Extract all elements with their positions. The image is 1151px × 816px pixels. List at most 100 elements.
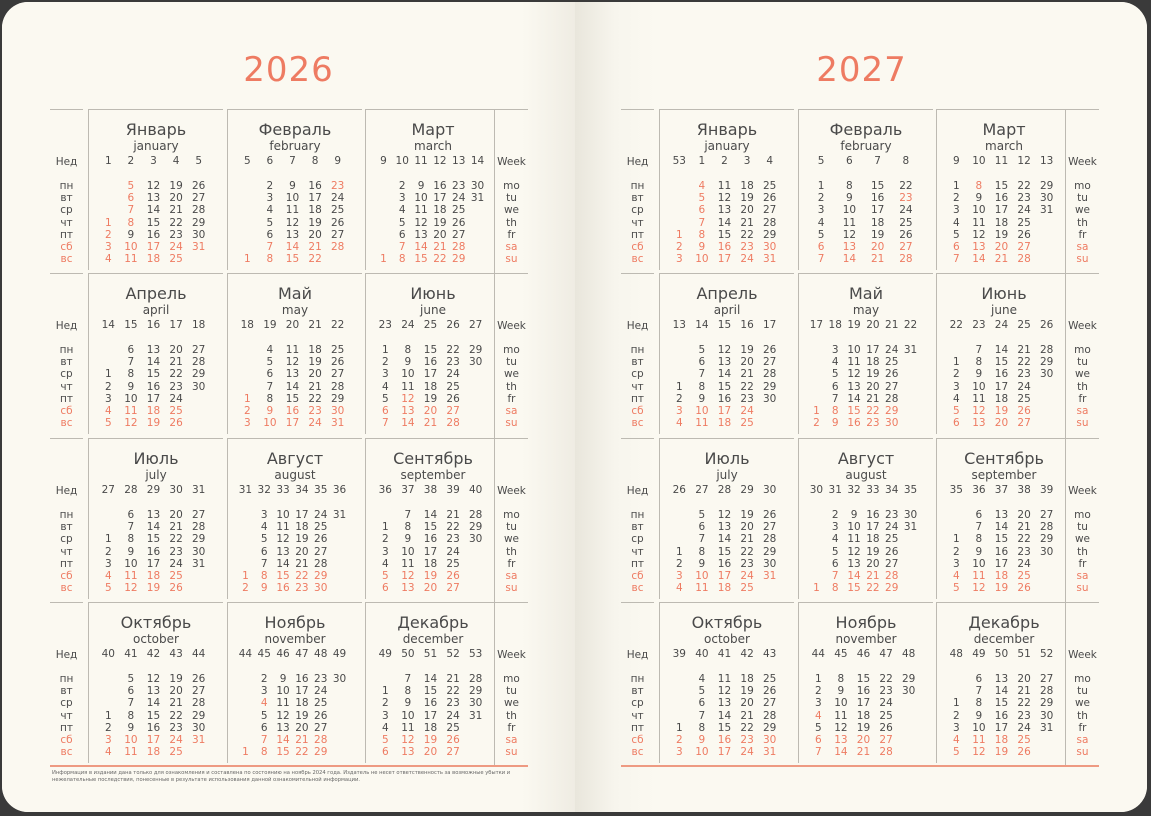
day-cell: 11 bbox=[414, 204, 428, 217]
week-number: 53 bbox=[672, 155, 686, 167]
day-cell: 24 bbox=[169, 241, 183, 253]
day-row: 4 11 18 25 bbox=[236, 697, 349, 709]
empty-cell bbox=[901, 558, 920, 570]
day-cell: 28 bbox=[330, 380, 345, 393]
week-number: 14 bbox=[695, 319, 709, 331]
day-cell: 10 bbox=[847, 521, 861, 534]
day-cell: 21 bbox=[740, 368, 754, 381]
day-row: 4 11 18 25 bbox=[945, 734, 1058, 746]
weekday-labels-en: Week mo tu we th fr sa su bbox=[494, 109, 528, 274]
day-row: 3 10 17 24 bbox=[945, 381, 1058, 393]
day-row: 2 9 16 23 30 bbox=[374, 356, 487, 368]
day-cell: 11 bbox=[124, 570, 138, 582]
empty-cell bbox=[330, 734, 349, 746]
weekday-label: вт bbox=[60, 521, 73, 534]
day-cell: 28 bbox=[762, 709, 777, 722]
day-cell: 8 bbox=[404, 685, 412, 698]
empty-cell bbox=[187, 393, 210, 405]
day-cell: 16 bbox=[308, 180, 322, 192]
weekday-label: пт bbox=[631, 557, 644, 570]
empty-cell bbox=[464, 393, 487, 405]
weekday-label: sa bbox=[1076, 734, 1089, 746]
day-cell: 8 bbox=[831, 405, 839, 417]
day-cell: 28 bbox=[314, 557, 328, 570]
day-cell: 8 bbox=[260, 746, 268, 759]
week-numbers: 5 6 7 8 bbox=[807, 155, 920, 167]
day-cell: 11 bbox=[124, 746, 138, 759]
day-cell: 28 bbox=[468, 673, 483, 685]
day-cell: 3 bbox=[952, 557, 960, 570]
day-row: 7 14 21 28 bbox=[97, 356, 210, 368]
day-cell: 12 bbox=[717, 685, 732, 698]
day-cell: 27 bbox=[330, 228, 345, 241]
day-cell: 7 bbox=[127, 204, 135, 217]
day-cell: 2 bbox=[952, 192, 960, 205]
day-cell: 22 bbox=[879, 673, 893, 685]
day-cell: 21 bbox=[1017, 685, 1031, 698]
day-cell: 5 bbox=[381, 570, 389, 582]
day-row: 1 8 15 22 29 bbox=[236, 570, 349, 582]
day-row: 5 12 19 26 bbox=[97, 417, 210, 429]
weekday-label: вс bbox=[631, 417, 644, 430]
day-cell: 13 bbox=[285, 228, 300, 241]
week-number: 5 bbox=[195, 155, 203, 167]
day-cell: 18 bbox=[740, 673, 754, 685]
day-cell: 28 bbox=[191, 204, 206, 217]
day-row: 2 9 16 23 30 bbox=[668, 734, 781, 746]
day-cell: 13 bbox=[834, 734, 848, 746]
day-cell: 8 bbox=[127, 368, 135, 381]
weekday-labels-ru: Нед пн вт ср чт пт сб вс bbox=[50, 602, 83, 767]
weekday-label: пт bbox=[60, 228, 73, 241]
week-number: 27 bbox=[101, 484, 115, 496]
week-number: 39 bbox=[446, 484, 460, 496]
week-number: 44 bbox=[238, 648, 253, 660]
day-cell: 10 bbox=[695, 570, 709, 582]
weekday-label: вс bbox=[60, 746, 73, 759]
empty-cell bbox=[97, 685, 120, 697]
day-row: 1 8 15 22 29 bbox=[236, 393, 349, 405]
day-row: 1 8 15 22 29 bbox=[945, 533, 1058, 545]
day-cell: 17 bbox=[146, 241, 161, 253]
day-cell: 5 bbox=[698, 509, 706, 521]
week-number: 34 bbox=[295, 484, 309, 496]
day-row: 1 8 15 22 29 bbox=[97, 533, 210, 545]
day-cell: 3 bbox=[675, 746, 683, 759]
day-cell: 20 bbox=[740, 521, 754, 534]
day-cell: 18 bbox=[994, 392, 1009, 405]
day-row: 1 8 15 22 29 bbox=[668, 546, 781, 558]
day-cell: 20 bbox=[423, 405, 438, 417]
day-cell: 28 bbox=[762, 216, 777, 229]
week-number: 9 bbox=[952, 155, 960, 167]
day-cell: 26 bbox=[191, 673, 206, 685]
empty-cell bbox=[330, 746, 349, 758]
day-cell: 31 bbox=[468, 709, 483, 722]
day-cell: 18 bbox=[308, 204, 322, 217]
week-number: 3 bbox=[743, 155, 751, 167]
day-cell: 6 bbox=[952, 417, 960, 430]
day-cell: 11 bbox=[972, 570, 986, 582]
week-number: 27 bbox=[468, 319, 483, 331]
day-cell: 6 bbox=[698, 521, 706, 534]
month-september: Сентябрь september 36 37 38 39 40 7 14 21 28 1 8 15 22… bbox=[365, 438, 500, 599]
day-cell: 23 bbox=[314, 673, 328, 685]
weekday-label: tu bbox=[506, 192, 517, 205]
day-cell: 14 bbox=[847, 570, 861, 582]
weekday-label: sa bbox=[505, 241, 518, 253]
day-cell: 6 bbox=[381, 582, 389, 595]
day-cell: 22 bbox=[740, 721, 754, 734]
weekday-label: чт bbox=[631, 216, 644, 229]
day-row: 2 9 16 23 30 bbox=[236, 673, 349, 685]
week-numbers: 26 27 28 29 30 bbox=[668, 484, 781, 496]
day-cell: 25 bbox=[446, 557, 460, 570]
day-row: 3 10 17 24 31 bbox=[668, 253, 781, 265]
day-cell: 15 bbox=[717, 545, 732, 558]
day-row: 2 9 16 23 30 bbox=[807, 509, 920, 521]
day-cell: 3 bbox=[381, 709, 389, 722]
day-row: 6 13 20 27 bbox=[668, 204, 781, 216]
day-cell: 21 bbox=[308, 380, 322, 393]
day-row: 1 8 15 22 bbox=[236, 253, 349, 265]
day-cell: 14 bbox=[276, 734, 290, 746]
weekday-label: чт bbox=[631, 545, 644, 558]
day-row: 7 14 21 28 bbox=[807, 253, 920, 265]
day-cell: 3 bbox=[104, 557, 112, 570]
